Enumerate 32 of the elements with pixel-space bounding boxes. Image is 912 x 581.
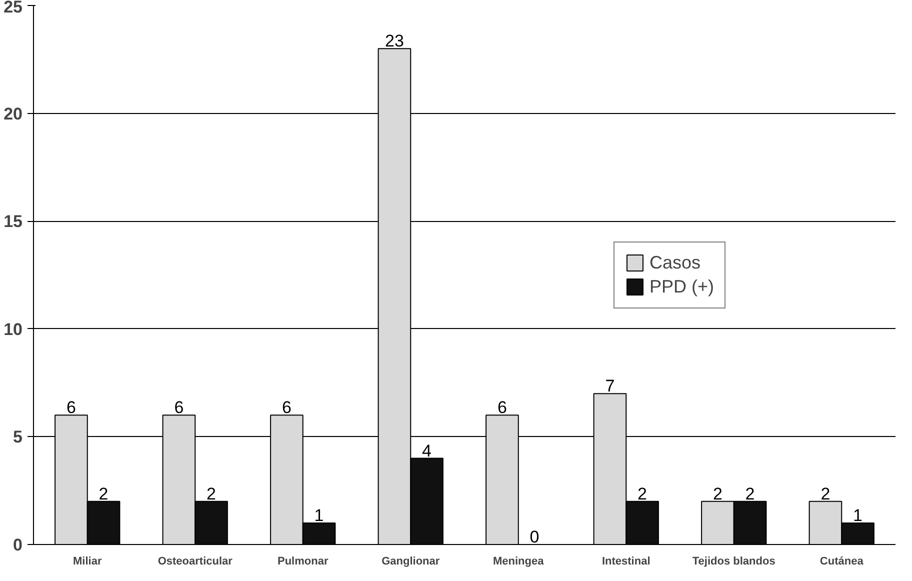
x-tick-label: Osteoarticular <box>158 556 234 568</box>
data-label: 2 <box>638 484 648 504</box>
y-tick-label: 15 <box>4 212 23 232</box>
x-tick-label: Pulmonar <box>278 556 329 568</box>
x-tick-label: Meningea <box>493 556 545 568</box>
y-tick-label: 5 <box>13 428 23 447</box>
data-label: 2 <box>712 484 722 504</box>
x-tick-label: Miliar <box>73 556 102 568</box>
data-label: 2 <box>745 484 755 504</box>
data-label: 4 <box>422 441 432 460</box>
x-tick-label: Ganglionar <box>382 556 440 568</box>
data-label: 6 <box>66 398 76 418</box>
y-tick-label: 0 <box>13 536 23 554</box>
data-label: 2 <box>820 484 830 504</box>
data-label: 6 <box>497 398 507 418</box>
legend-label: Casos <box>649 252 701 273</box>
y-tick-label: 25 <box>4 0 23 16</box>
data-label: 6 <box>174 398 184 418</box>
data-label: 0 <box>530 528 540 546</box>
data-label: 6 <box>282 398 292 418</box>
x-tick-label: Tejidos blandos <box>692 556 776 568</box>
data-label: 7 <box>605 376 615 396</box>
y-tick-label: 10 <box>4 320 23 339</box>
y-tick-label: 20 <box>4 104 23 124</box>
data-label: 2 <box>206 484 216 504</box>
x-tick-label: Cutánea <box>820 556 864 568</box>
data-label: 1 <box>314 506 324 525</box>
x-tick-label: Intestinal <box>602 556 650 568</box>
data-label: 1 <box>853 506 863 525</box>
data-label: 23 <box>385 32 404 51</box>
data-label: 2 <box>98 484 108 504</box>
legend-label: PPD (+) <box>649 276 714 297</box>
